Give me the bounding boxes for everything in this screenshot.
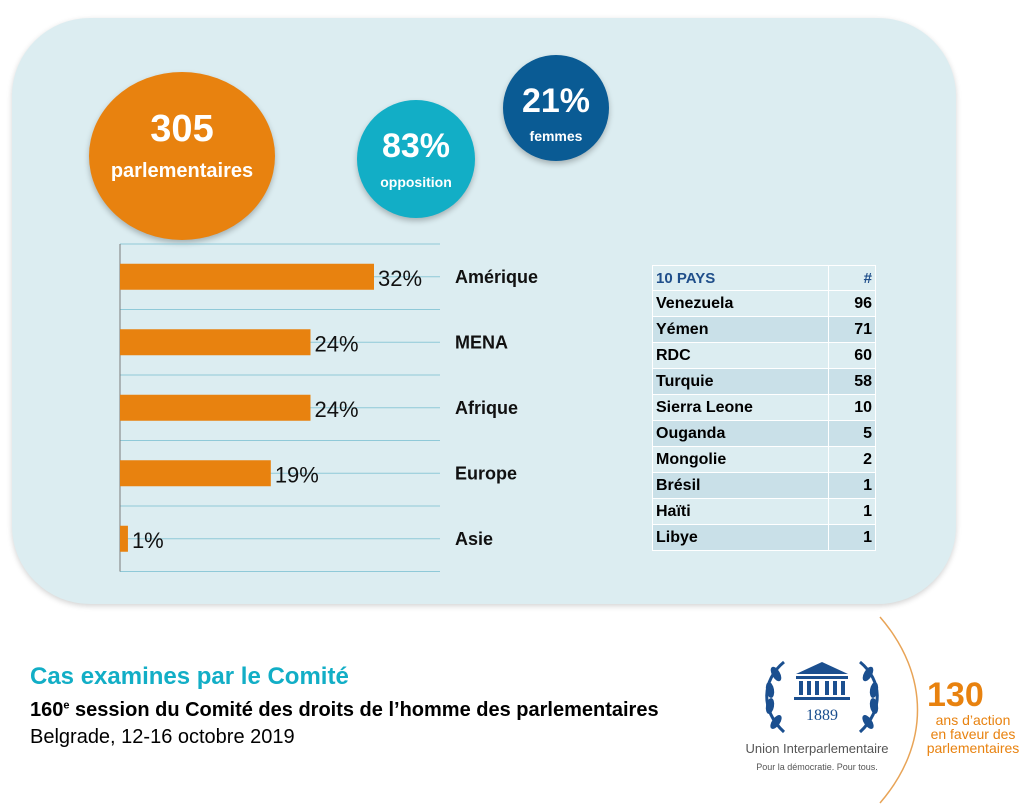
- country-count: 10: [828, 394, 876, 421]
- anniversary-line-2: en faveur des: [930, 726, 1016, 742]
- anniversary-number: 130: [927, 676, 984, 714]
- page-subtitle: 160e session du Comité des droits de l’h…: [30, 699, 659, 722]
- total-value: 305: [150, 108, 214, 150]
- women-label: femmes: [529, 128, 583, 144]
- women-stat-circle: 21% femmes: [503, 55, 609, 161]
- country-count: 2: [828, 446, 876, 473]
- table-row: Sierra Leone 10: [652, 394, 876, 421]
- country-name: Haïti: [652, 498, 829, 525]
- subtitle-text: session du Comité des droits de l’homme …: [69, 699, 659, 721]
- table-row: Brésil 1: [652, 472, 876, 499]
- bar: [120, 525, 128, 552]
- org-name: Union Interparlementaire: [745, 741, 889, 756]
- country-name: Ouganda: [652, 420, 829, 447]
- anniversary-arc: [879, 616, 919, 804]
- opposition-label: opposition: [380, 174, 452, 190]
- opposition-value: 83%: [381, 127, 451, 165]
- logo-year: 1889: [806, 707, 838, 724]
- country-name: Turquie: [652, 368, 829, 395]
- subtitle-number: 160: [30, 699, 64, 721]
- dateline: Belgrade, 12-16 octobre 2019: [30, 726, 295, 748]
- anniversary-text: ans d’action en faveur des parlementaire…: [921, 713, 1025, 755]
- table-row: Libye 1: [652, 524, 876, 551]
- anniversary-line-1: ans d’action: [935, 712, 1011, 728]
- country-name: Venezuela: [652, 290, 829, 317]
- category-label: Afrique: [455, 398, 518, 418]
- bar: [120, 329, 311, 356]
- category-label: Europe: [455, 463, 517, 483]
- parliament-building-icon: [794, 662, 850, 700]
- country-name: Sierra Leone: [652, 394, 829, 421]
- bar-value-label: 19%: [275, 462, 319, 487]
- page-title: Cas examines par le Comité: [30, 663, 349, 690]
- women-value: 21%: [521, 82, 591, 120]
- country-name: Brésil: [652, 472, 829, 499]
- bar: [120, 460, 271, 487]
- table-row: RDC 60: [652, 342, 876, 369]
- table-row: Venezuela 96: [652, 290, 876, 317]
- total-label: parlementaires: [110, 160, 254, 182]
- table-header-row: 10 PAYS #: [652, 265, 876, 291]
- category-label: Asie: [455, 529, 493, 549]
- bar: [120, 394, 311, 421]
- anniversary-line-3: parlementaires: [926, 740, 1020, 756]
- country-count: 58: [828, 368, 876, 395]
- country-count: 1: [828, 498, 876, 525]
- bar-value-label: 24%: [315, 397, 359, 422]
- country-name: RDC: [652, 342, 829, 369]
- subtitle-sup: e: [63, 699, 70, 712]
- table-row: Mongolie 2: [652, 446, 876, 473]
- country-name: Libye: [652, 524, 829, 551]
- country-table: 10 PAYS # Venezuela 96 Yémen 71 RDC 60 Turquie…: [652, 265, 876, 551]
- table-header-count: #: [828, 265, 876, 291]
- country-count: 96: [828, 290, 876, 317]
- table-row: Ouganda 5: [652, 420, 876, 447]
- table-header-label: 10 PAYS: [652, 265, 829, 291]
- total-stat-circle: 305 parlementaires: [89, 72, 275, 240]
- table-row: Haïti 1: [652, 498, 876, 525]
- country-name: Yémen: [652, 316, 829, 343]
- country-name: Mongolie: [652, 446, 829, 473]
- table-row: Turquie 58: [652, 368, 876, 395]
- country-count: 60: [828, 342, 876, 369]
- bar: [120, 263, 374, 290]
- table-row: Yémen 71: [652, 316, 876, 343]
- bar-value-label: 32%: [378, 266, 422, 291]
- bar-value-label: 1%: [132, 528, 164, 553]
- country-count: 1: [828, 524, 876, 551]
- country-count: 71: [828, 316, 876, 343]
- category-label: MENA: [455, 332, 508, 352]
- ipu-logo: 1889: [765, 660, 879, 734]
- country-count: 5: [828, 420, 876, 447]
- category-label: Amérique: [455, 267, 538, 287]
- bar-value-label: 24%: [315, 331, 359, 356]
- org-slogan: Pour la démocratie. Pour tous.: [756, 762, 878, 772]
- opposition-stat-circle: 83% opposition: [357, 100, 475, 218]
- country-count: 1: [828, 472, 876, 499]
